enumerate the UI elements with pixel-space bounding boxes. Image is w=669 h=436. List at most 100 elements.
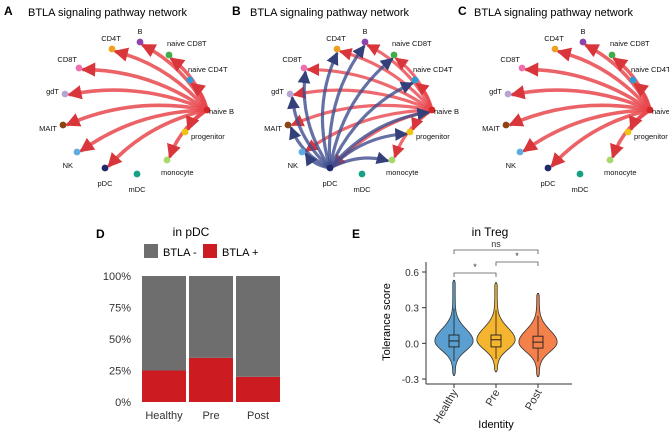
significance-brackets: * * ns [453, 239, 539, 277]
legend-label-btla-neg: BTLA - [163, 247, 197, 259]
node-cd4t [108, 45, 116, 53]
edge-pdc-to-monocyte [328, 151, 390, 170]
panel-letter-b: B [232, 4, 241, 18]
node-monocyte [163, 156, 171, 164]
node-naiveb [428, 106, 436, 114]
violin-y-tick-0: -0.3 [402, 375, 420, 386]
edge-naiveb-to-cd4t [556, 47, 652, 112]
violin-y-tick-2: 0.3 [405, 304, 419, 315]
node-monocyte [606, 156, 614, 164]
node-label-pdc: pDC [97, 179, 113, 188]
node-cd4t [551, 45, 559, 53]
bar-btla-pos-pre [189, 357, 233, 402]
violin-x-tick-post: Post [523, 388, 544, 413]
edge-pdc-to-cd8t [297, 70, 332, 170]
node-label-naivecd8t: naive CD8T [392, 39, 432, 48]
edge-naiveb-to-cd4t [113, 47, 209, 112]
node-label-nk: NK [288, 161, 298, 170]
edge-naiveb-to-pdc [107, 108, 209, 168]
bar-btla-pos-post [236, 376, 280, 402]
bar-btla-pos-healthy [142, 370, 186, 402]
significance-bracket-healthy-pre [453, 272, 497, 277]
bar-chart-title: in pDC [173, 225, 210, 239]
node-label-progenitor: progenitor [191, 132, 225, 141]
edge-naiveb-to-mait [65, 103, 209, 127]
edge-naiveb-to-cd8t [523, 62, 652, 112]
node-naivecd4t [186, 76, 194, 84]
edge-pdc-to-naivecd8t [328, 57, 394, 170]
node-label-b: B [580, 27, 585, 36]
panel-title-c: BTLA signaling pathway network [474, 7, 633, 19]
node-label-naivecd8t: naive CD8T [610, 39, 650, 48]
violin-series [434, 279, 558, 378]
node-naiveb [646, 106, 654, 114]
node-gdt [61, 90, 69, 98]
node-cd8t [518, 64, 526, 72]
node-cd4t [333, 45, 341, 53]
violin-y-tick-1: 0.0 [405, 339, 419, 350]
violin-x-tick-pre: Pre [484, 388, 503, 409]
panel-letter-c: C [458, 4, 467, 18]
panel-letter-a: A [4, 4, 13, 18]
node-label-gdt: gdT [489, 87, 502, 96]
node-naivecd8t [390, 51, 398, 59]
edge-pdc-to-cd4t [320, 51, 339, 170]
node-label-monocyte: monocyte [604, 168, 637, 177]
node-progenitor [406, 128, 414, 136]
node-label-cd4t: CD4T [544, 34, 564, 43]
node-b [136, 38, 144, 46]
node-label-cd8t: CD8T [57, 55, 77, 64]
node-mdc [358, 170, 366, 178]
node-monocyte [388, 156, 396, 164]
node-label-cd8t: CD8T [282, 55, 302, 64]
node-b [579, 38, 587, 46]
edge-naiveb-to-gdt [292, 86, 434, 112]
edge-naiveb-to-nk [79, 108, 209, 153]
bar-y-tick-25: 25% [109, 366, 131, 378]
node-nk [298, 148, 306, 156]
legend-label-btla-pos: BTLA + [222, 247, 258, 259]
edge-pdc-to-gdt [287, 95, 332, 170]
edge-layer [508, 43, 652, 168]
node-naiveb [203, 106, 211, 114]
violin-x-axis-label: Identity [478, 419, 514, 431]
edge-naiveb-to-gdt [510, 85, 652, 112]
violin-y-axis-label: Tolerance score [381, 283, 393, 361]
stacked-bar-chart: in pDC BTLA - BTLA + 0% 25% 50% 75% 100% Hea… [103, 225, 280, 422]
legend-swatch-btla-neg [144, 244, 158, 258]
significance-bracket-healthy-post [453, 249, 539, 254]
node-label-monocyte: monocyte [161, 168, 194, 177]
node-naivecd8t [608, 51, 616, 59]
significance-label-healthy-pre: * [473, 262, 477, 272]
node-mait [284, 121, 292, 129]
significance-bracket-pre-post [495, 261, 539, 266]
edge-naiveb-to-cd4t [338, 48, 434, 112]
edge-naiveb-to-cd8t [80, 62, 209, 112]
node-cd8t [75, 64, 83, 72]
significance-label-healthy-post: ns [491, 239, 501, 249]
node-label-cd4t: CD4T [326, 34, 346, 43]
violin-chart: in Treg Tolerance score Identity -0.3 0.0… [381, 225, 572, 431]
edge-naiveb-to-mait [508, 103, 652, 127]
edge-naiveb-to-nk [304, 108, 434, 153]
node-b [361, 38, 369, 46]
node-label-naiveb: naive B [652, 107, 669, 116]
node-label-naivecd4t: naive CD4T [188, 65, 228, 74]
node-label-pdc: pDC [540, 179, 556, 188]
node-label-naiveb: naive B [209, 107, 234, 116]
node-label-cd8t: CD8T [500, 55, 520, 64]
node-mdc [576, 170, 584, 178]
node-naivecd8t [165, 51, 173, 59]
node-label-naiveb: naive B [434, 107, 459, 116]
node-label-naivecd4t: naive CD4T [413, 65, 453, 74]
panel-letter-d: D [96, 227, 105, 241]
edge-naiveb-to-pdc [550, 108, 652, 168]
box-pre [490, 334, 502, 348]
node-gdt [286, 90, 294, 98]
node-naivecd4t [411, 76, 419, 84]
